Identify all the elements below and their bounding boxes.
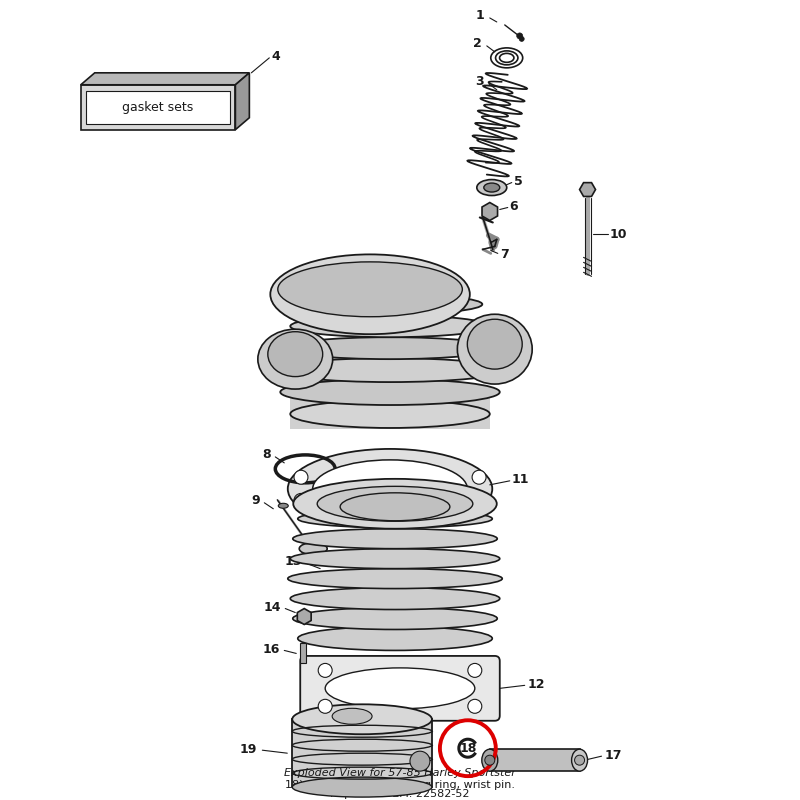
Ellipse shape bbox=[298, 510, 492, 528]
Ellipse shape bbox=[332, 708, 372, 724]
Circle shape bbox=[294, 470, 308, 484]
Text: gasket sets: gasket sets bbox=[122, 101, 194, 114]
Ellipse shape bbox=[293, 607, 498, 630]
Bar bbox=[290, 389, 490, 429]
Text: 14: 14 bbox=[264, 601, 282, 614]
Ellipse shape bbox=[484, 183, 500, 192]
Circle shape bbox=[472, 470, 486, 484]
Polygon shape bbox=[579, 182, 595, 197]
Text: 13: 13 bbox=[285, 555, 302, 568]
Text: 19: 19 bbox=[240, 742, 258, 756]
Ellipse shape bbox=[571, 749, 587, 771]
Text: 4: 4 bbox=[271, 50, 280, 63]
Text: 9: 9 bbox=[252, 494, 260, 507]
Text: Exploded View for 57-85 Harley Sportster: Exploded View for 57-85 Harley Sportster bbox=[284, 768, 516, 778]
Circle shape bbox=[485, 755, 494, 765]
Text: 18: 18 bbox=[459, 742, 477, 754]
Circle shape bbox=[574, 755, 585, 765]
Circle shape bbox=[468, 663, 482, 678]
Text: 2: 2 bbox=[473, 38, 482, 50]
Text: 5: 5 bbox=[514, 175, 522, 188]
Ellipse shape bbox=[290, 549, 500, 569]
Text: 16: 16 bbox=[263, 643, 280, 656]
Bar bbox=[81, 85, 235, 130]
Ellipse shape bbox=[278, 262, 462, 317]
Ellipse shape bbox=[299, 542, 327, 554]
Text: 3: 3 bbox=[475, 75, 484, 88]
Circle shape bbox=[468, 699, 482, 714]
Bar bbox=[292, 719, 432, 787]
Circle shape bbox=[472, 494, 486, 507]
Ellipse shape bbox=[298, 294, 482, 314]
Bar bbox=[490, 749, 579, 771]
Circle shape bbox=[294, 494, 308, 507]
Circle shape bbox=[519, 37, 524, 42]
Circle shape bbox=[517, 33, 522, 39]
Text: 8: 8 bbox=[262, 449, 271, 462]
Ellipse shape bbox=[280, 379, 500, 405]
Ellipse shape bbox=[293, 529, 498, 549]
Ellipse shape bbox=[288, 569, 502, 589]
Ellipse shape bbox=[467, 319, 522, 369]
Text: 10: 10 bbox=[610, 228, 627, 241]
Ellipse shape bbox=[458, 314, 532, 384]
Text: 11: 11 bbox=[512, 474, 530, 486]
Text: 7: 7 bbox=[500, 248, 509, 261]
Ellipse shape bbox=[282, 337, 498, 359]
Text: 18) 52-77 K, XL. Retaining ring, wrist pin.: 18) 52-77 K, XL. Retaining ring, wrist p… bbox=[285, 780, 515, 790]
Ellipse shape bbox=[290, 400, 490, 428]
Ellipse shape bbox=[275, 358, 505, 382]
FancyBboxPatch shape bbox=[300, 656, 500, 721]
Bar bbox=[86, 90, 230, 124]
Polygon shape bbox=[298, 609, 311, 625]
Ellipse shape bbox=[298, 626, 492, 650]
Ellipse shape bbox=[258, 330, 333, 389]
Text: 1: 1 bbox=[476, 10, 485, 22]
Ellipse shape bbox=[292, 704, 432, 734]
Ellipse shape bbox=[317, 486, 473, 522]
Ellipse shape bbox=[325, 668, 475, 709]
Circle shape bbox=[318, 699, 332, 714]
Text: 6: 6 bbox=[510, 200, 518, 213]
Ellipse shape bbox=[482, 749, 498, 771]
Bar bbox=[300, 643, 306, 663]
Polygon shape bbox=[482, 202, 498, 221]
Text: 17: 17 bbox=[605, 749, 622, 762]
Ellipse shape bbox=[278, 503, 288, 508]
Circle shape bbox=[410, 751, 430, 771]
Ellipse shape bbox=[477, 179, 506, 195]
Ellipse shape bbox=[290, 587, 500, 610]
Polygon shape bbox=[81, 73, 250, 85]
Ellipse shape bbox=[313, 460, 467, 518]
Text: 12: 12 bbox=[528, 678, 545, 691]
Ellipse shape bbox=[292, 777, 432, 797]
Polygon shape bbox=[235, 73, 250, 130]
Ellipse shape bbox=[270, 254, 470, 334]
Ellipse shape bbox=[288, 449, 492, 529]
Ellipse shape bbox=[294, 479, 497, 529]
Ellipse shape bbox=[290, 315, 490, 337]
Text: Replaces OEM: 22582-52: Replaces OEM: 22582-52 bbox=[330, 789, 470, 799]
Ellipse shape bbox=[340, 493, 450, 521]
Ellipse shape bbox=[268, 332, 322, 377]
Circle shape bbox=[318, 663, 332, 678]
